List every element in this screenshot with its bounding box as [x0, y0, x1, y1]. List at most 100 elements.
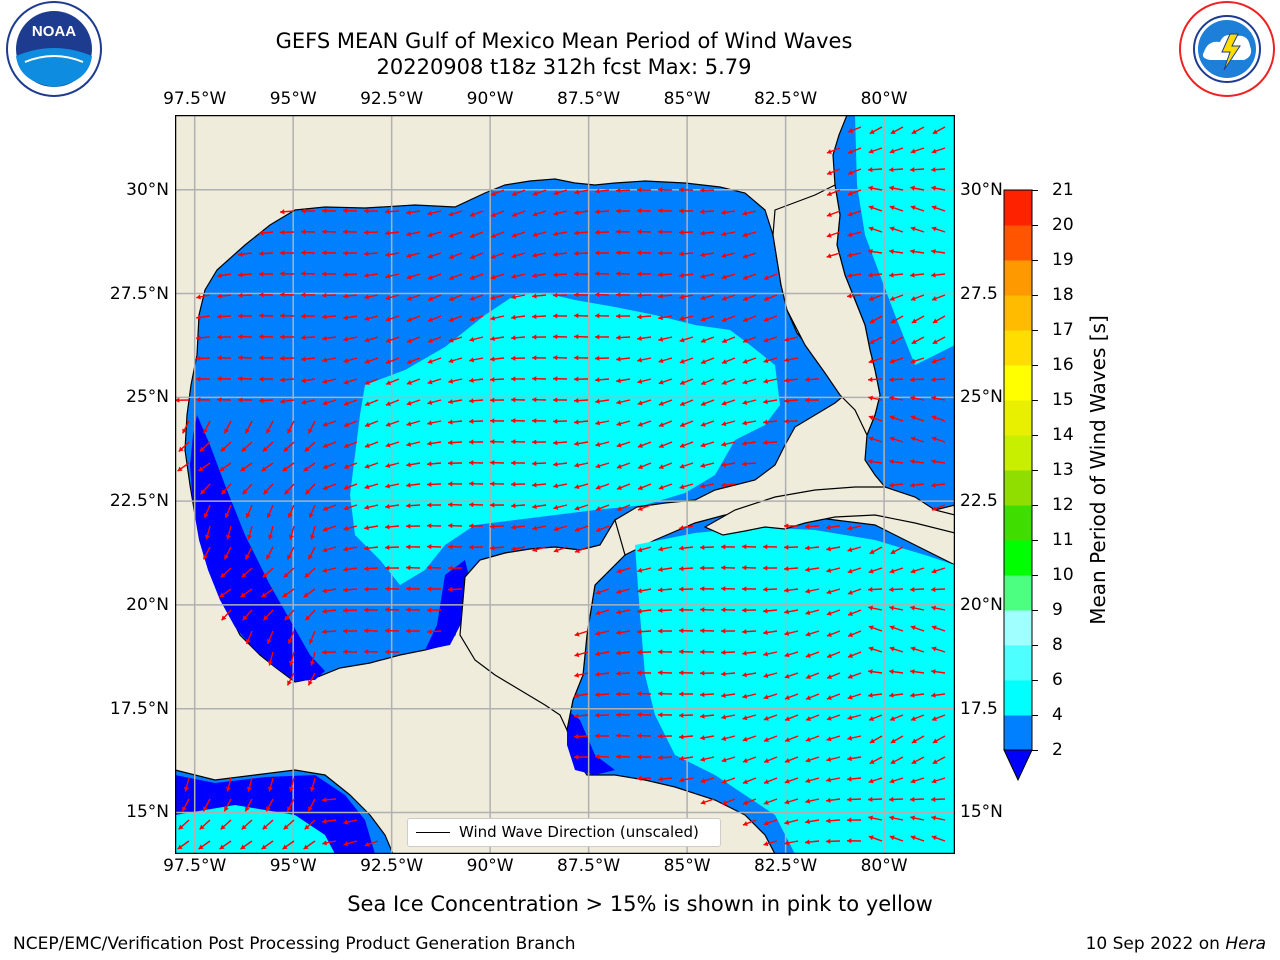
- wave-direction-arrowhead: [868, 436, 874, 442]
- wave-direction-arrowhead: [616, 609, 622, 615]
- wave-direction-arrowhead: [595, 754, 600, 760]
- footer-right: 10 Sep 2022 on Hera: [1086, 934, 1266, 954]
- wave-direction-arrowhead: [364, 337, 370, 343]
- wave-direction-arrowhead: [742, 715, 748, 721]
- wave-direction-arrowhead: [868, 272, 873, 278]
- wave-direction-arrowhead: [574, 397, 579, 404]
- wave-direction-arrowhead: [553, 397, 558, 403]
- wave-direction-arrowhead: [595, 712, 600, 718]
- wave-direction-arrowhead: [203, 512, 209, 518]
- wave-direction-arrowhead: [178, 824, 184, 830]
- wave-direction-arrowhead: [343, 358, 349, 364]
- wave-direction-arrowhead: [288, 660, 294, 666]
- wave-direction-arrowhead: [700, 273, 706, 279]
- wave-direction-arrowhead: [763, 419, 768, 425]
- colorbar-segment: [1004, 645, 1032, 681]
- wave-direction-arrowhead: [637, 378, 643, 384]
- wave-direction-arrowhead: [721, 628, 726, 634]
- wave-direction-arrowhead: [721, 778, 727, 784]
- wave-direction-arrowhead: [931, 835, 937, 841]
- wave-direction-arrowhead: [869, 738, 875, 744]
- wave-direction-arrowhead: [805, 523, 810, 530]
- wave-direction-arrowhead: [199, 446, 205, 452]
- wave-direction-arrowhead: [658, 358, 664, 364]
- wave-direction-arrowhead: [242, 615, 248, 621]
- wave-direction-arrowhead: [365, 422, 370, 428]
- wave-direction-arrowhead: [196, 376, 201, 382]
- wave-direction-arrowhead: [637, 608, 642, 614]
- wave-direction-arrowhead: [469, 316, 475, 322]
- wave-direction-arrowhead: [343, 628, 348, 634]
- wave-direction-arrowhead: [826, 524, 831, 530]
- wave-direction-arrowhead: [385, 359, 391, 364]
- wave-direction-arrowhead: [910, 835, 916, 841]
- wave-direction-arrowhead: [700, 483, 705, 489]
- wave-direction-arrowhead: [266, 806, 271, 812]
- wave-direction-arrowhead: [469, 481, 474, 487]
- wave-direction-arrowhead: [616, 421, 622, 427]
- wave-direction-arrowhead: [910, 415, 916, 421]
- wave-direction-arrowhead: [658, 336, 664, 342]
- wave-direction-arrowhead: [910, 226, 916, 232]
- lat-label: 27.5: [960, 283, 998, 304]
- wave-direction-arrowhead: [469, 460, 474, 466]
- florida-land: [772, 184, 881, 437]
- wave-direction-arrowhead: [658, 546, 664, 552]
- wave-direction-arrowhead: [303, 592, 309, 598]
- wave-direction-arrowhead: [490, 439, 495, 445]
- colorbar-tick-label: 15: [1052, 390, 1074, 410]
- wave-direction-arrowhead: [553, 272, 558, 278]
- wave-direction-arrowhead: [889, 568, 895, 574]
- wave-direction-arrowhead: [700, 670, 705, 676]
- wave-direction-arrowhead: [301, 250, 306, 256]
- wave-direction-arrowhead: [280, 334, 285, 340]
- wave-direction-arrowhead: [805, 376, 810, 383]
- wave-direction-arrowhead: [784, 398, 789, 404]
- wave-direction-arrowhead: [679, 337, 685, 343]
- lon-label: 87.5°W: [557, 89, 621, 109]
- wave-direction-arrowhead: [658, 464, 664, 469]
- wave-direction-arrowhead: [700, 421, 706, 427]
- wave-direction-arrowhead: [267, 786, 273, 792]
- wave-direction-arrowhead: [364, 607, 369, 613]
- wave-direction-arrowhead: [637, 506, 643, 511]
- wave-direction-arrowhead: [284, 489, 290, 495]
- wave-direction-arrowhead: [343, 379, 349, 385]
- wave-direction-arrowhead: [742, 275, 748, 280]
- wave-direction-arrowhead: [574, 672, 580, 678]
- wave-direction-arrowhead: [198, 844, 204, 850]
- colorbar-tick-label: 19: [1052, 250, 1074, 270]
- wave-direction-arrowhead: [910, 716, 916, 721]
- wave-direction-arrowhead: [322, 649, 327, 655]
- wave-direction-arrowhead: [700, 359, 706, 364]
- wave-direction-arrowhead: [217, 355, 222, 361]
- wave-direction-arrowhead: [763, 694, 769, 700]
- wave-direction-arrowhead: [364, 628, 369, 634]
- wave-direction-arrowhead: [469, 357, 474, 363]
- wave-direction-arrowhead: [889, 296, 895, 301]
- wave-direction-arrowhead: [890, 759, 896, 764]
- wave-direction-arrowhead: [262, 446, 268, 452]
- wave-direction-arrowhead: [721, 565, 726, 571]
- mid-period-pacific: [175, 805, 335, 854]
- wave-direction-arrowhead: [385, 628, 390, 634]
- wave-direction-arrowhead: [721, 253, 727, 259]
- low-period-yucatan: [567, 710, 615, 775]
- lat-label: 25°N: [126, 387, 169, 408]
- wave-direction-arrowhead: [364, 649, 369, 655]
- wave-direction-arrowhead: [322, 271, 327, 277]
- wave-direction-arrowhead: [280, 229, 285, 235]
- wave-direction-arrowhead: [532, 334, 537, 340]
- wave-direction-arrowhead: [931, 226, 937, 232]
- wave-direction-arrowhead: [511, 335, 516, 341]
- colorbar-tick-mark: [1032, 609, 1038, 611]
- wave-direction-arrowhead: [763, 651, 769, 657]
- wave-direction-arrowhead: [343, 649, 348, 655]
- wave-direction-arrowhead: [763, 399, 768, 405]
- wave-direction-arrowhead: [343, 607, 348, 614]
- wave-direction-arrowhead: [364, 504, 370, 510]
- colorbar-segment: [1004, 610, 1032, 646]
- wave-direction-arrowhead: [889, 167, 894, 173]
- wave-direction-arrowhead: [785, 737, 790, 743]
- wave-direction-arrowhead: [784, 609, 789, 615]
